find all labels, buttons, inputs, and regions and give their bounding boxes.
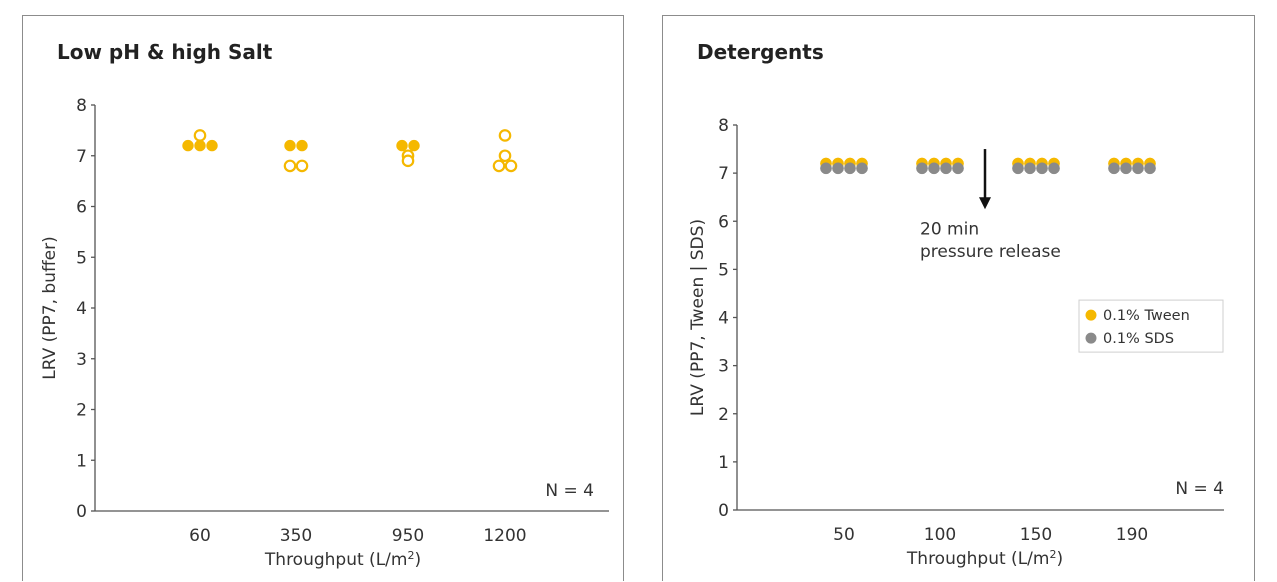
data-point-sds — [844, 162, 856, 175]
x-tick-label: 1200 — [483, 526, 526, 546]
data-point-sds — [1012, 162, 1024, 175]
x-tick-label: 190 — [1116, 525, 1148, 545]
legend-box — [1078, 299, 1224, 353]
y-tick-label: 0 — [76, 502, 87, 522]
data-point-sds — [916, 162, 928, 175]
y-tick-label: 4 — [76, 299, 87, 319]
y-tick-label: 2 — [76, 401, 87, 421]
x-tick-label: 100 — [924, 525, 956, 545]
data-point-sds — [928, 162, 940, 175]
y-tick-label: 2 — [718, 405, 729, 425]
x-tick-label: 350 — [280, 526, 312, 546]
data-point — [498, 129, 512, 142]
y-tick-label: 5 — [76, 248, 87, 268]
y-tick-label: 4 — [718, 309, 729, 329]
y-tick-label: 5 — [718, 260, 729, 280]
chart-title: Detergents — [697, 40, 824, 64]
legend-marker — [1085, 309, 1097, 321]
y-tick-label: 1 — [76, 451, 87, 471]
data-point-sds — [1132, 162, 1144, 175]
x-tick-label: 150 — [1020, 525, 1052, 545]
data-point-sds — [1048, 162, 1060, 175]
data-point — [401, 154, 415, 168]
data-point-sds — [856, 162, 868, 175]
data-point — [295, 159, 309, 173]
data-point — [408, 139, 420, 152]
chart-panel-low-ph: Low pH & high Salt 0 1 2 3 4 5 6 7 8 60 350 950 1200… — [22, 15, 624, 581]
data-point-sds — [1036, 162, 1048, 175]
y-tick-label: 8 — [718, 116, 729, 136]
chart-panel-detergents: Detergents 0 1 2 3 4 5 6 7 8 50 100 150 190 Throughpu… — [662, 15, 1255, 581]
data-point — [296, 139, 308, 152]
data-point — [492, 159, 506, 173]
chart-plot-right: 0 1 2 3 4 5 6 7 8 50 100 150 190 Throughput (L/m2) LRV… — [688, 116, 1224, 570]
y-tick-label: 7 — [718, 164, 729, 184]
y-tick-label: 8 — [76, 96, 87, 116]
sample-size-annotation: N = 4 — [545, 481, 594, 501]
legend-label: 0.1% SDS — [1103, 331, 1174, 347]
data-point-sds — [940, 162, 952, 175]
data-point — [498, 149, 512, 163]
legend-marker — [1085, 332, 1097, 344]
y-axis-label: LRV (PP7, buffer) — [40, 236, 60, 380]
legend-label: 0.1% Tween — [1103, 308, 1190, 324]
x-axis-label: Throughput (L/m2) — [906, 548, 1063, 570]
data-point-sds — [952, 162, 964, 175]
arrow-head — [979, 197, 991, 210]
data-point — [284, 139, 296, 152]
data-point — [504, 159, 518, 173]
data-point — [194, 139, 206, 152]
data-point — [283, 159, 297, 173]
data-point-sds — [820, 162, 832, 175]
data-point — [206, 139, 218, 152]
data-point — [396, 139, 408, 152]
data-point-sds — [1024, 162, 1036, 175]
y-tick-label: 7 — [76, 147, 87, 167]
data-point-sds — [1120, 162, 1132, 175]
sample-size-annotation: N = 4 — [1175, 479, 1224, 499]
y-tick-label: 6 — [718, 212, 729, 232]
data-point-sds — [1108, 162, 1120, 175]
data-point-sds — [1144, 162, 1156, 175]
arrow-annotation-line2: pressure release — [920, 242, 1061, 262]
y-tick-label: 0 — [718, 501, 729, 521]
y-tick-label: 3 — [718, 357, 729, 377]
x-tick-label: 60 — [189, 526, 211, 546]
y-tick-label: 6 — [76, 198, 87, 218]
x-tick-label: 50 — [833, 525, 855, 545]
y-tick-label: 3 — [76, 350, 87, 370]
y-tick-label: 1 — [718, 453, 729, 473]
data-point — [193, 129, 207, 142]
chart-title: Low pH & high Salt — [57, 40, 273, 64]
y-axis-label: LRV (PP7, Tween | SDS) — [688, 219, 708, 416]
chart-plot-left: 0 1 2 3 4 5 6 7 8 60 350 950 1200 Throughput (L/m2) LR… — [40, 96, 609, 571]
x-tick-label: 950 — [392, 526, 424, 546]
data-point — [182, 139, 194, 152]
data-point-sds — [832, 162, 844, 175]
x-axis-label: Throughput (L/m2) — [264, 549, 421, 571]
arrow-annotation-line1: 20 min — [920, 219, 979, 239]
